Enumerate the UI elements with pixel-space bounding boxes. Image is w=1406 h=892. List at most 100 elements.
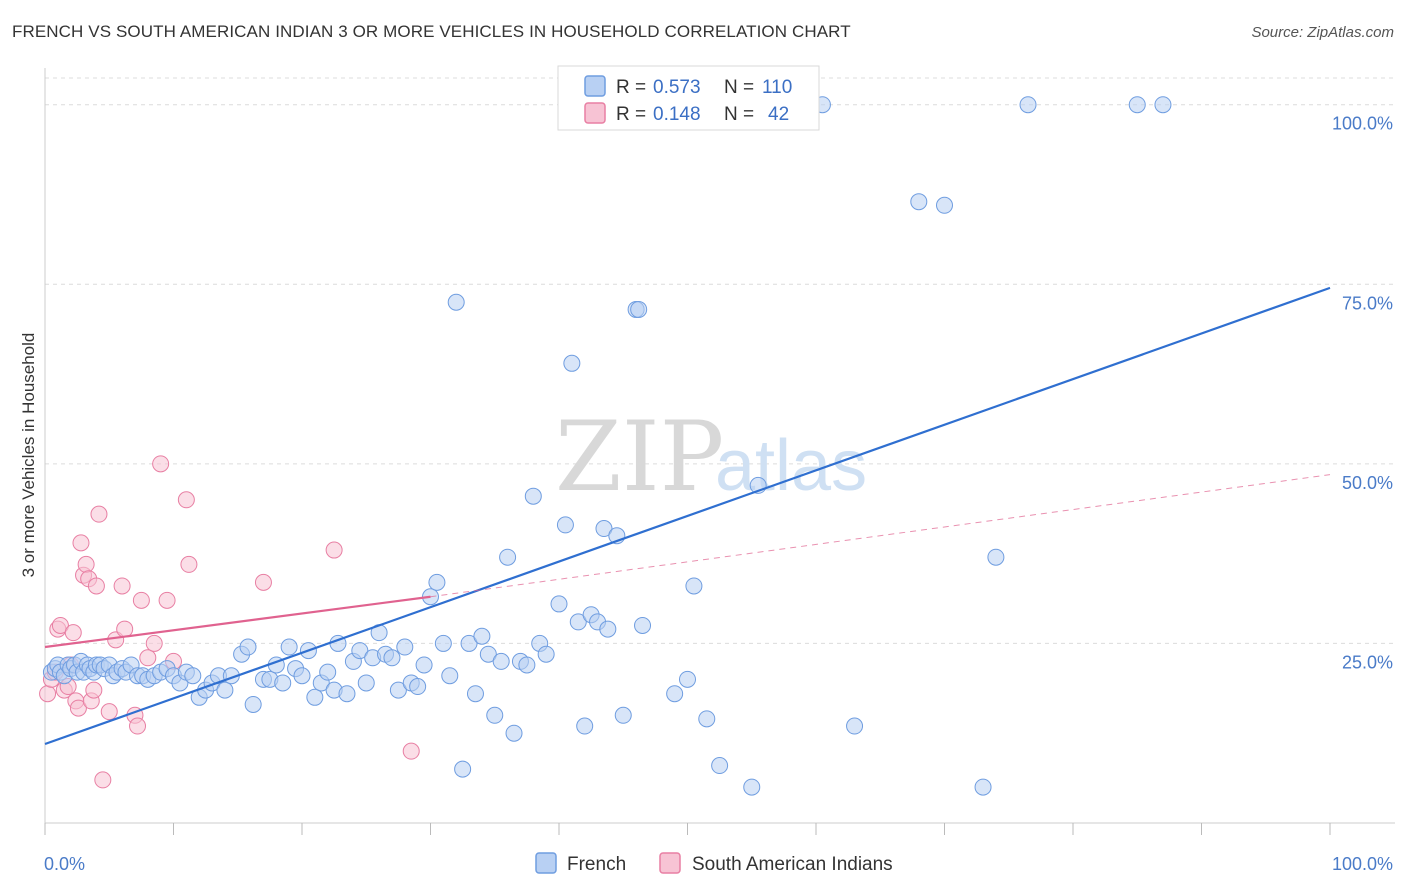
french-point-113 bbox=[987, 548, 1005, 566]
sai-trend-extension bbox=[430, 474, 1331, 598]
sai-point-25 bbox=[129, 717, 147, 735]
sai-point-27 bbox=[139, 649, 157, 667]
sai-point-17 bbox=[87, 577, 105, 595]
french-point-41 bbox=[244, 695, 262, 713]
legend-sai-swatch bbox=[584, 102, 606, 124]
watermark-atlas: atlas bbox=[715, 426, 867, 506]
sai-trend-line bbox=[44, 595, 431, 649]
y-tick-label-0: 25.0% bbox=[1342, 652, 1393, 672]
sai-point-28 bbox=[145, 634, 163, 652]
y-tick-label-3: 100.0% bbox=[1332, 114, 1393, 134]
french-point-57 bbox=[351, 642, 369, 660]
french-point-104 bbox=[698, 710, 716, 728]
french-point-75 bbox=[466, 685, 484, 703]
legend-sai-n-value: 42 bbox=[768, 104, 789, 125]
french-point-46 bbox=[280, 638, 298, 656]
french-point-72 bbox=[447, 293, 465, 311]
french-point-91 bbox=[576, 717, 594, 735]
sai-point-20 bbox=[100, 703, 118, 721]
french-point-78 bbox=[486, 706, 504, 724]
y-tick-label-2: 75.0% bbox=[1342, 293, 1393, 313]
french-point-64 bbox=[396, 638, 414, 656]
legend-sai-n-label: N = bbox=[724, 104, 754, 125]
french-point-62 bbox=[383, 649, 401, 667]
y-axis-label: 3 or more Vehicles in Household bbox=[19, 333, 38, 578]
y-tick-label-1: 50.0% bbox=[1342, 473, 1393, 493]
watermark-zip: ZIP bbox=[555, 401, 724, 513]
french-point-111 bbox=[936, 196, 953, 214]
french-point-86 bbox=[537, 645, 555, 663]
legend-french-n-value: 110 bbox=[762, 77, 792, 98]
sai-point-19 bbox=[94, 771, 112, 789]
legend-french-n-label: N = bbox=[724, 77, 754, 98]
sai-point-29 bbox=[152, 455, 170, 473]
french-point-50 bbox=[306, 688, 324, 706]
sai-point-4 bbox=[51, 616, 69, 634]
legend: R = 0.573 N = 110 R = 0.148 N = 42 bbox=[557, 65, 820, 131]
sai-point-33 bbox=[180, 555, 198, 573]
grid-lines bbox=[45, 77, 1395, 644]
french-point-48 bbox=[293, 667, 311, 685]
chart-title: FRENCH VS SOUTH AMERICAN INDIAN 3 OR MOR… bbox=[12, 22, 851, 41]
french-point-77 bbox=[479, 645, 497, 663]
french-point-88 bbox=[556, 516, 574, 534]
french-point-103 bbox=[685, 577, 703, 595]
french-point-74 bbox=[460, 634, 478, 652]
french-point-40 bbox=[239, 638, 257, 656]
legend-sai-r-value: 0.148 bbox=[653, 104, 701, 125]
french-point-99 bbox=[630, 300, 648, 318]
french-point-55 bbox=[338, 685, 356, 703]
french-point-71 bbox=[441, 667, 459, 685]
x-tick-label-0: 0.0% bbox=[44, 854, 85, 874]
trend-lines bbox=[44, 286, 1331, 746]
sai-point-36 bbox=[402, 742, 420, 760]
french-point-67 bbox=[415, 656, 433, 674]
bottom-legend-sai-label: South American Indians bbox=[692, 854, 893, 875]
sai-point-30 bbox=[158, 591, 176, 609]
french-point-32 bbox=[184, 667, 202, 685]
french-point-80 bbox=[499, 548, 517, 566]
french-point-87 bbox=[550, 595, 568, 613]
french-point-105 bbox=[711, 757, 729, 775]
french-point-116 bbox=[1154, 96, 1172, 114]
bottom-legend-french-label: French bbox=[567, 854, 626, 875]
legend-french-r-value: 0.573 bbox=[653, 77, 701, 98]
french-point-37 bbox=[216, 681, 234, 699]
french-point-76 bbox=[473, 627, 491, 645]
axes bbox=[44, 68, 1395, 835]
french-point-73 bbox=[454, 760, 472, 778]
sai-point-32 bbox=[177, 491, 195, 509]
french-point-90 bbox=[569, 613, 587, 631]
french-point-115 bbox=[1128, 96, 1146, 114]
french-point-83 bbox=[518, 656, 536, 674]
sai-point-11 bbox=[72, 534, 90, 552]
bottom-legend: French South American Indians bbox=[535, 852, 893, 875]
bottom-legend-french-swatch bbox=[535, 852, 557, 874]
source-label: Source: ZipAtlas.com bbox=[1251, 24, 1394, 41]
sai-point-23 bbox=[116, 620, 134, 638]
french-point-69 bbox=[428, 573, 446, 591]
french-point-81 bbox=[505, 724, 523, 742]
french-point-63 bbox=[389, 681, 407, 699]
french-point-114 bbox=[1019, 96, 1037, 114]
french-point-66 bbox=[409, 678, 427, 696]
french-trend-line bbox=[44, 286, 1331, 746]
sai-point-13 bbox=[77, 555, 95, 573]
french-point-100 bbox=[634, 616, 652, 634]
sai-point-35 bbox=[325, 541, 343, 559]
french-point-109 bbox=[846, 717, 864, 735]
french-point-110 bbox=[910, 193, 928, 211]
french-point-95 bbox=[599, 620, 617, 638]
watermark: ZIP atlas bbox=[555, 401, 867, 513]
sai-point-8 bbox=[64, 624, 82, 642]
french-point-70 bbox=[434, 634, 452, 652]
french-point-89 bbox=[563, 354, 581, 372]
french-point-58 bbox=[357, 674, 375, 692]
french-point-52 bbox=[319, 663, 337, 681]
french-point-112 bbox=[974, 778, 992, 796]
x-tick-label-1: 100.0% bbox=[1332, 854, 1393, 874]
french-point-106 bbox=[743, 778, 761, 796]
french-point-101 bbox=[666, 685, 684, 703]
sai-point-10 bbox=[69, 699, 87, 717]
